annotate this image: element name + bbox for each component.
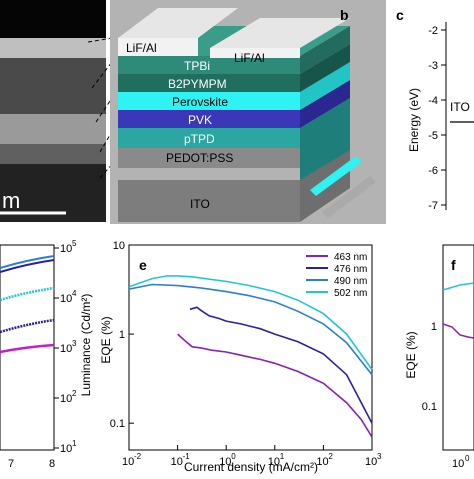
panel-e-xtick-base: 10 — [122, 456, 134, 468]
layer-lifal-left — [118, 38, 198, 56]
legend-label: 502 nm — [334, 288, 367, 299]
panel-d-ylabel: Luminance (Cd/m²) — [79, 294, 93, 397]
panel-d-tick-exp: 3 — [72, 339, 77, 348]
panel-c-energy: c -2 -3 -4 -5 -6 -7 Energy (eV) ITO — [396, 7, 474, 212]
scale-bar-label: m — [2, 188, 20, 213]
panel-f-label: f — [451, 257, 456, 273]
panel-c-tick-label: -2 — [428, 25, 438, 37]
panel-d-tick-exp: 2 — [72, 389, 77, 398]
panel-f-ytick-1: 1 — [431, 321, 437, 333]
panel-b-label: b — [340, 7, 349, 23]
layer-label-perovskite: Perovskite — [172, 95, 228, 109]
layer-label-tpbi: TPBi — [184, 59, 210, 73]
panel-e-xtick-exp: 0 — [231, 452, 236, 461]
layer-label-ptpd: pTPD — [184, 132, 215, 146]
series-line-490-nm — [128, 283, 373, 376]
panel-b-device-stack: b LiF/Al LiF/Al TPBi B2PYMPM Perovskite … — [110, 0, 386, 224]
panel-e-xtick-exp: 1 — [280, 452, 285, 461]
panel-e-label: e — [139, 257, 147, 273]
panel-d-tick-base: 10 — [60, 443, 72, 455]
layer-ito — [118, 180, 300, 222]
legend-label: 476 nm — [334, 264, 367, 275]
panel-f-xtick-base: 10 — [452, 458, 464, 470]
layer-label-lifal-right: LiF/Al — [234, 51, 265, 65]
series-line-463-nm — [177, 333, 373, 438]
panel-d-tick-base: 10 — [60, 343, 72, 355]
panel-d-xtick-7: 7 — [8, 458, 14, 470]
panel-e-xtick-base: 10 — [316, 456, 328, 468]
series-line-476-nm — [189, 306, 373, 424]
panel-f-chart: f 1 0.1 EQE (%) 10 0 — [404, 244, 474, 470]
layer-pedot — [118, 148, 300, 168]
layer-tpbi — [118, 56, 300, 74]
panel-e-xlabel: Current density (mA/cm²) — [184, 460, 318, 474]
layer-label-lifal-left: LiF/Al — [126, 41, 157, 55]
layer-label-b2pympm: B2PYMPM — [168, 77, 227, 91]
panel-d-tick-base: 10 — [60, 243, 72, 255]
series-line-502-nm — [128, 275, 373, 370]
panel-d-tick-exp: 4 — [72, 289, 77, 298]
panel-f-ytick-0.1: 0.1 — [422, 401, 437, 413]
panel-f-xtick-exp: 0 — [465, 454, 470, 463]
panel-d-tick-exp: 5 — [72, 239, 77, 248]
panel-e-xtick-exp: 3 — [377, 452, 382, 461]
panel-e-ytick-label: 1 — [119, 329, 125, 341]
panel-c-tick-label: -5 — [428, 130, 438, 142]
ito-level-label: ITO — [450, 100, 470, 114]
panel-c-ylabel: Energy (eV) — [407, 88, 421, 152]
layer-label-ito: ITO — [190, 197, 210, 211]
panel-d-xtick-8: 8 — [49, 458, 55, 470]
legend-label: 490 nm — [334, 276, 367, 287]
panel-e-xtick-exp: 2 — [328, 452, 333, 461]
panel-c-tick-label: -3 — [428, 60, 438, 72]
panel-e-ytick-label: 0.1 — [110, 418, 125, 430]
layer-label-pvk: PVK — [188, 113, 212, 127]
legend-label: 463 nm — [334, 252, 367, 263]
panel-d-tick-base: 10 — [60, 293, 72, 305]
panel-e-xtick-base: 10 — [365, 456, 377, 468]
panel-a-micrograph: m — [0, 0, 106, 222]
panel-e-xtick-base: 10 — [171, 456, 183, 468]
panel-f-ylabel: EQE (%) — [404, 331, 418, 378]
layer-ptpd — [118, 128, 300, 148]
layer-b2pympm — [118, 74, 300, 92]
panel-e-xtick-exp: -1 — [183, 452, 191, 461]
layer-lifal-right — [210, 48, 300, 58]
layer-label-pedot: PEDOT:PSS — [166, 151, 233, 165]
panel-c-tick-label: -6 — [428, 165, 438, 177]
panel-e-xtick-base: 10 — [219, 456, 231, 468]
layer-pvk — [118, 110, 300, 128]
panel-c-label: c — [396, 7, 404, 23]
panel-c-tick-label: -7 — [428, 200, 438, 212]
panel-e-ylabel: EQE (%) — [99, 316, 113, 363]
layer-perovskite — [118, 92, 300, 110]
panel-e-plot-frame — [128, 244, 373, 451]
panel-e-xtick-exp: -2 — [134, 452, 142, 461]
panel-e-ytick-label: 10 — [113, 240, 125, 252]
panel-e-xtick-base: 10 — [268, 456, 280, 468]
panel-d-tick-base: 10 — [60, 393, 72, 405]
panel-d-tick-exp: 1 — [72, 439, 77, 448]
panel-c-tick-label: -4 — [428, 95, 438, 107]
